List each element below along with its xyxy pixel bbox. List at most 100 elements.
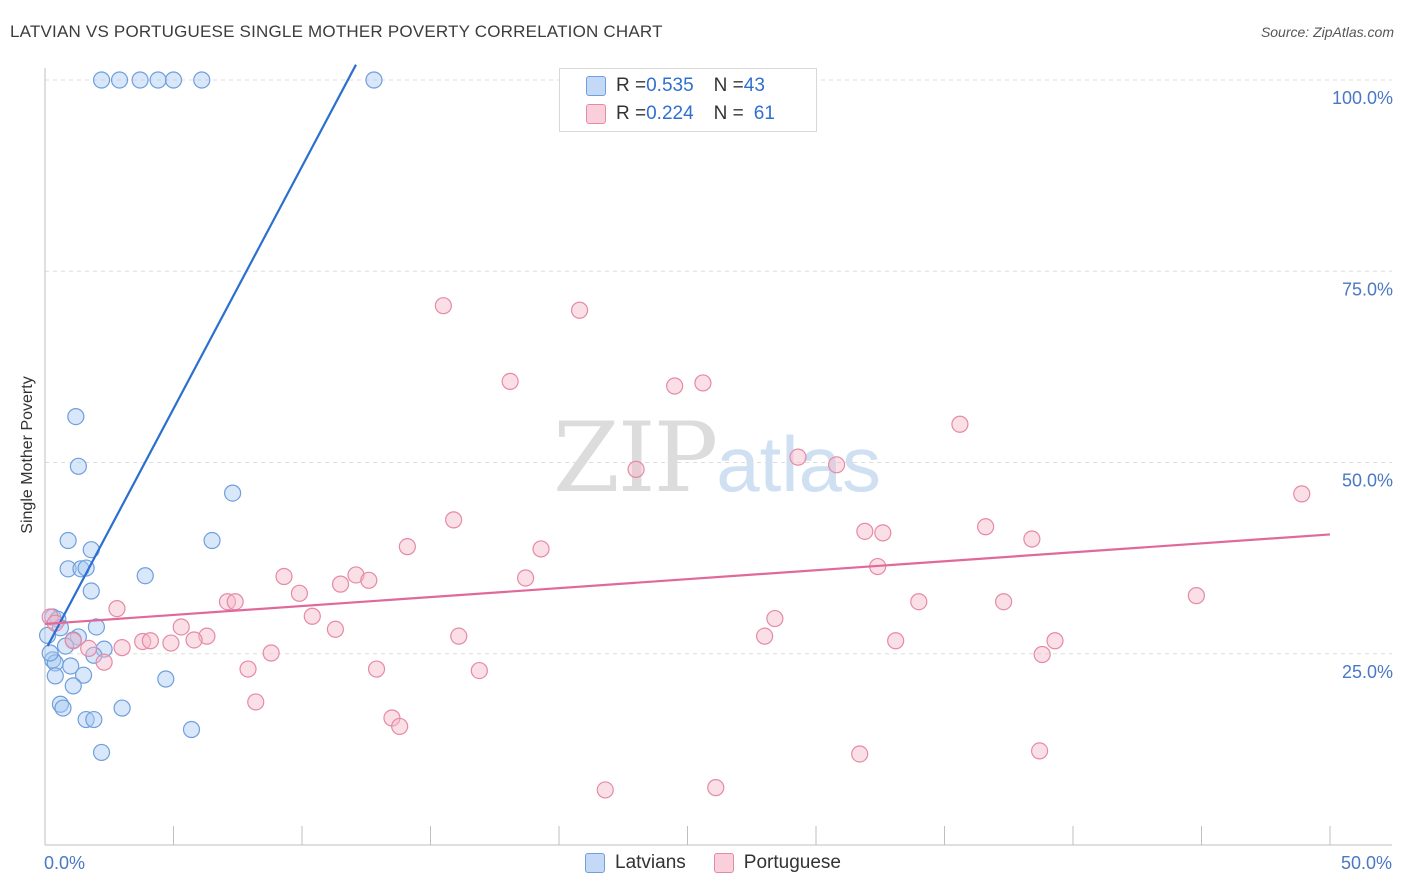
portuguese-point <box>450 627 468 645</box>
legend-r-label: R = <box>616 75 647 96</box>
portuguese-point <box>445 511 463 529</box>
portuguese-point <box>303 607 321 625</box>
portuguese-point <box>470 661 488 680</box>
portuguese-point <box>347 566 365 584</box>
portuguese-point <box>570 301 589 319</box>
legend-n-value: 61 <box>753 103 775 124</box>
legend-r-label: R = <box>616 103 647 124</box>
latvian-point <box>82 582 100 600</box>
portuguese-points <box>41 297 1311 799</box>
portuguese-point <box>1023 530 1041 548</box>
portuguese-point <box>108 600 126 618</box>
portuguese-point <box>275 567 293 586</box>
portuguese-point <box>247 693 265 711</box>
portuguese-point <box>910 593 928 611</box>
legend-row-portuguese: R = 0.224 N = 61 <box>586 101 775 127</box>
latvian-point <box>59 560 77 578</box>
x-tick-label: 50.0% <box>1341 853 1392 873</box>
portuguese-point <box>290 584 309 602</box>
legend-n-label: N = <box>713 75 744 96</box>
x-tick-label: 0.0% <box>44 853 85 873</box>
latvian-point <box>224 484 242 502</box>
portuguese-point <box>80 639 98 657</box>
portuguese-point <box>1033 645 1051 664</box>
y-tick-label: 25.0% <box>1342 662 1393 682</box>
portuguese-swatch <box>586 104 606 124</box>
latvian-point <box>164 71 183 89</box>
watermark-atlas: atlas <box>716 420 881 508</box>
latvian-point <box>41 644 59 662</box>
portuguese-point <box>113 639 131 657</box>
latvian-point <box>74 666 93 684</box>
watermark-zip: ZIP <box>553 402 718 514</box>
series-legend: Latvians Portuguese <box>585 852 841 874</box>
portuguese-point <box>1046 632 1064 650</box>
portuguese-point <box>162 634 180 652</box>
watermark: ZIPatlas <box>553 402 881 514</box>
latvian-point <box>67 408 85 426</box>
portuguese-point <box>694 374 712 392</box>
latvian-point <box>157 670 175 688</box>
portuguese-point <box>141 632 159 650</box>
portuguese-point <box>95 653 113 671</box>
latvian-point <box>62 657 80 675</box>
portuguese-point <box>262 644 280 662</box>
portuguese-point <box>887 632 905 650</box>
latvian-point <box>131 71 149 89</box>
portuguese-point <box>755 627 774 645</box>
latvian-point <box>113 699 131 717</box>
y-tick-label: 50.0% <box>1342 471 1393 491</box>
portuguese-point <box>331 575 350 593</box>
legend-r-value: 0.535 <box>646 75 694 96</box>
portuguese-point <box>851 745 869 763</box>
latvian-point <box>182 720 201 739</box>
portuguese-point <box>360 571 378 589</box>
portuguese-point <box>326 620 345 638</box>
latvian-point <box>193 71 211 89</box>
portuguese-point <box>501 372 519 391</box>
portuguese-point <box>239 660 257 678</box>
latvian-point <box>59 531 77 550</box>
latvian-point <box>54 699 72 717</box>
portuguese-point <box>874 524 892 542</box>
chart-title: LATVIAN VS PORTUGUESE SINGLE MOTHER POVE… <box>10 22 663 41</box>
portuguese-point <box>789 448 807 466</box>
portuguese-legend-label: Portuguese <box>743 852 841 873</box>
y-tick-label: 100.0% <box>1332 88 1393 108</box>
portuguese-point <box>367 660 386 678</box>
portuguese-point <box>398 538 416 556</box>
portuguese-point <box>226 593 244 611</box>
legend-n-value: 43 <box>743 75 765 96</box>
y-tick-label: 75.0% <box>1342 279 1393 299</box>
portuguese-point <box>951 415 969 433</box>
portuguese-point <box>596 781 614 799</box>
latvian-point <box>69 457 88 475</box>
portuguese-point <box>856 522 874 540</box>
source-credit: Source: ZipAtlas.com <box>1260 24 1394 40</box>
portuguese-point <box>1030 742 1049 760</box>
portuguese-point <box>666 377 684 395</box>
axes <box>44 68 1392 846</box>
portuguese-point <box>198 627 216 645</box>
portuguese-point <box>977 518 995 536</box>
portuguese-point <box>1187 587 1205 605</box>
portuguese-point <box>391 717 409 736</box>
correlation-legend: R = 0.535 N = 43 R = 0.224 N = 61 <box>559 68 817 132</box>
latvian-point <box>365 71 383 89</box>
portuguese-point <box>827 456 846 474</box>
latvians-points <box>38 71 383 762</box>
latvians-legend-swatch <box>585 853 605 873</box>
latvian-point <box>87 618 106 636</box>
portuguese-point <box>64 632 82 650</box>
latvian-point <box>136 567 154 585</box>
trend-lines <box>44 64 1331 647</box>
legend-r-value: 0.224 <box>646 103 694 124</box>
portuguese-point <box>627 460 645 478</box>
portuguese-point <box>516 569 535 587</box>
latvians-legend-label: Latvians <box>615 852 686 873</box>
portuguese-point <box>766 609 784 628</box>
portuguese-point <box>172 618 190 636</box>
portuguese-legend-swatch <box>713 853 734 873</box>
latvian-point <box>46 667 64 685</box>
portuguese-point <box>995 593 1013 611</box>
